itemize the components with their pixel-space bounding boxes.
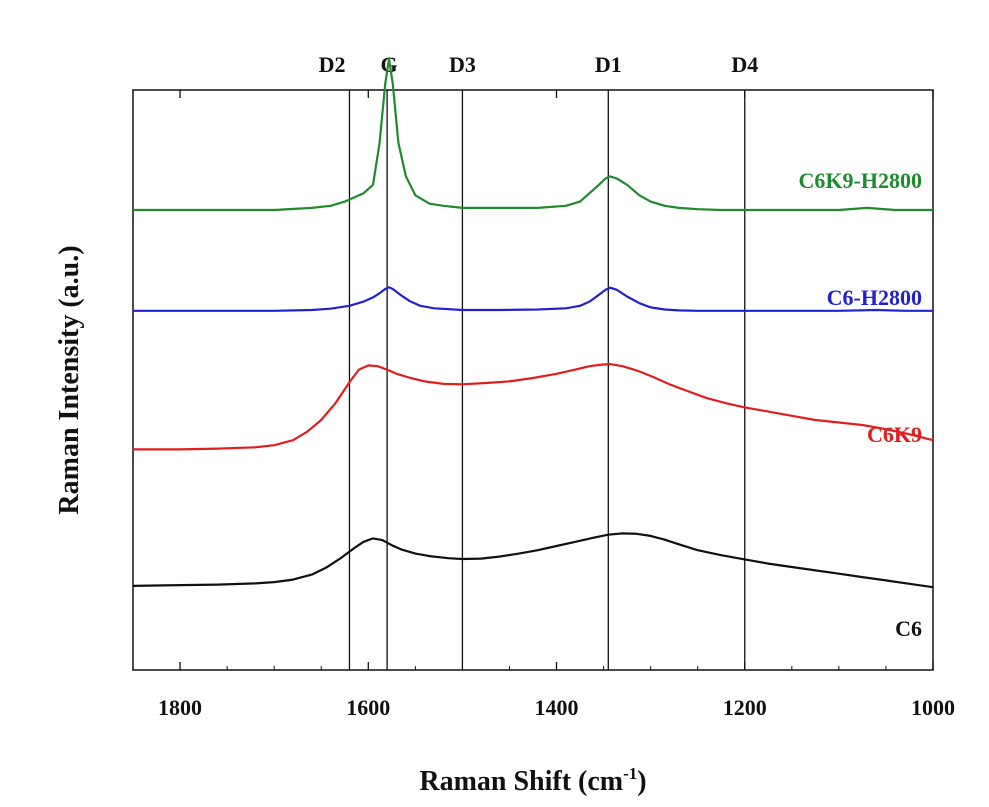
reference-lines <box>348 90 746 670</box>
plot-frame <box>132 89 934 671</box>
peak-label-d2: D2 <box>319 52 346 77</box>
series-group <box>132 57 934 589</box>
x-axis-title-main: Raman Shift (cm <box>419 766 623 797</box>
x-axis-title-tail: ) <box>637 766 646 797</box>
peak-label-d4: D4 <box>731 52 758 77</box>
y-axis-title: Raman Intensity (a.u.) <box>54 245 85 514</box>
series-line-c6k9-h2800 <box>133 57 933 212</box>
series-label-c6-h2800: C6-H2800 <box>827 285 922 310</box>
series-line-c6 <box>132 532 934 589</box>
x-tick-label-1000: 1000 <box>911 695 955 720</box>
x-tick-label-1800: 1800 <box>158 695 202 720</box>
series-label-c6: C6 <box>895 616 922 641</box>
x-tick-label-1200: 1200 <box>723 695 767 720</box>
peak-labels: D2 G D3 D1 D4 <box>319 52 759 77</box>
series-line-c6-h2800 <box>133 286 933 312</box>
x-ticks: 1800 1600 1400 1200 1000 <box>132 90 955 720</box>
x-axis-title-sup: -1 <box>623 764 637 783</box>
series-line-c6k9 <box>133 363 934 451</box>
x-tick-label-1600: 1600 <box>346 695 390 720</box>
peak-label-d3: D3 <box>449 52 476 77</box>
series-label-c6k9-h2800: C6K9-H2800 <box>799 168 922 193</box>
x-axis-title: Raman Shift (cm-1) <box>419 764 646 797</box>
series-labels: C6K9-H2800 C6-H2800 C6K9 C6 <box>799 168 922 641</box>
x-tick-label-1400: 1400 <box>535 695 579 720</box>
series-label-c6k9: C6K9 <box>867 422 922 447</box>
peak-label-d1: D1 <box>595 52 622 77</box>
